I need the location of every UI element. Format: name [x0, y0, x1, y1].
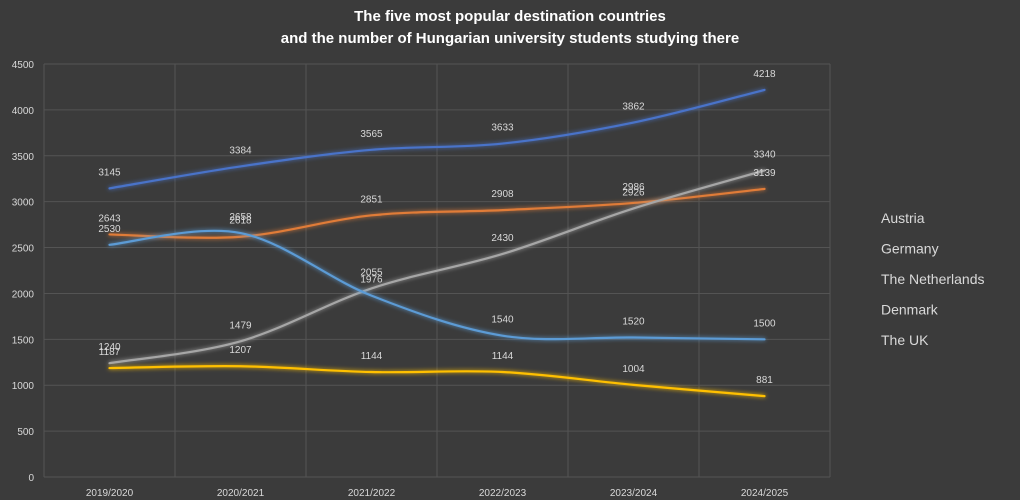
x-tick-label-3: 2022/2023	[479, 488, 527, 499]
data-label-the-netherlands-5: 3340	[753, 149, 776, 160]
data-label-the-uk-4: 1520	[622, 316, 645, 327]
data-label-denmark-2: 1144	[361, 351, 383, 362]
data-label-austria-1: 3384	[229, 145, 252, 156]
series-line-austria	[108, 88, 766, 190]
data-label-germany-2: 2851	[360, 194, 383, 205]
legend: Austria Germany The Netherlands Denmark The …	[852, 210, 985, 348]
data-label-denmark-5: 881	[756, 375, 773, 386]
y-tick-label-3: 1500	[12, 335, 35, 346]
data-label-austria-3: 3633	[491, 123, 514, 134]
legend-label-the-netherlands: The Netherlands	[881, 271, 985, 287]
data-label-austria-5: 4218	[753, 69, 776, 80]
legend-label-the-uk: The UK	[881, 332, 929, 348]
data-label-austria-2: 3565	[360, 129, 383, 140]
legend-label-austria: Austria	[881, 210, 925, 226]
data-label-the-uk-5: 1500	[753, 318, 776, 329]
data-label-the-uk-2: 1976	[360, 275, 383, 286]
chart-title-line-1: The five most popular destination countr…	[354, 8, 666, 25]
data-label-germany-1: 2618	[229, 216, 252, 227]
data-label-the-netherlands-1: 1479	[229, 320, 252, 331]
data-label-the-uk-0: 2530	[98, 224, 121, 235]
chart-title-line-2: and the number of Hungarian university s…	[281, 30, 739, 47]
data-label-the-uk-3: 1540	[491, 315, 514, 326]
x-tick-label-1: 2020/2021	[217, 488, 265, 499]
x-tick-label-4: 2023/2024	[610, 488, 658, 499]
series-line-germany	[108, 187, 766, 239]
y-tick-label-6: 3000	[12, 198, 35, 209]
data-label-denmark-4: 1004	[622, 364, 645, 375]
data-label-denmark-1: 1207	[229, 345, 252, 356]
y-tick-label-8: 4000	[12, 106, 35, 117]
x-axis-ticks: 2019/2020 2020/2021 2021/2022 2022/2023 2023…	[86, 488, 789, 499]
data-label-the-uk-1: 2658	[229, 212, 252, 223]
data-label-the-netherlands-0: 1240	[98, 342, 121, 353]
data-label-germany-5: 3139	[753, 168, 776, 179]
y-tick-label-7: 3500	[12, 152, 35, 163]
y-tick-label-2: 1000	[12, 381, 35, 392]
series-line-the-netherlands	[108, 169, 766, 365]
data-label-germany-0: 2643	[98, 213, 121, 224]
y-tick-label-0: 0	[28, 473, 34, 484]
data-label-the-netherlands-4: 2926	[622, 187, 645, 198]
data-label-germany-3: 2908	[491, 189, 514, 200]
data-label-denmark-0: 1187	[99, 347, 121, 358]
data-label-the-netherlands-2: 2055	[360, 267, 383, 278]
data-label-austria-4: 3862	[622, 102, 645, 113]
y-tick-label-1: 500	[17, 427, 34, 438]
x-tick-label-0: 2019/2020	[86, 488, 134, 499]
data-labels: 3145 3384 3565 3633 3862 4218 2643 2618 2851 2908…	[98, 69, 776, 386]
x-tick-label-2: 2021/2022	[348, 488, 396, 499]
x-tick-label-5: 2024/2025	[741, 488, 789, 499]
data-label-germany-4: 2986	[622, 182, 645, 193]
data-label-denmark-3: 1144	[492, 351, 514, 362]
y-tick-label-9: 4500	[12, 60, 35, 71]
data-label-austria-0: 3145	[98, 167, 121, 178]
series-line-denmark	[108, 365, 766, 398]
y-tick-label-5: 2500	[12, 244, 35, 255]
series-lines	[108, 88, 766, 398]
data-label-the-netherlands-3: 2430	[491, 233, 514, 244]
y-tick-label-4: 2000	[12, 289, 35, 300]
legend-label-denmark: Denmark	[881, 302, 939, 318]
y-axis-ticks: 0 500 1000 1500 2000 2500 3000 3500 4000 4500	[12, 60, 35, 484]
legend-label-germany: Germany	[881, 241, 939, 257]
series-line-the-uk	[108, 229, 766, 341]
